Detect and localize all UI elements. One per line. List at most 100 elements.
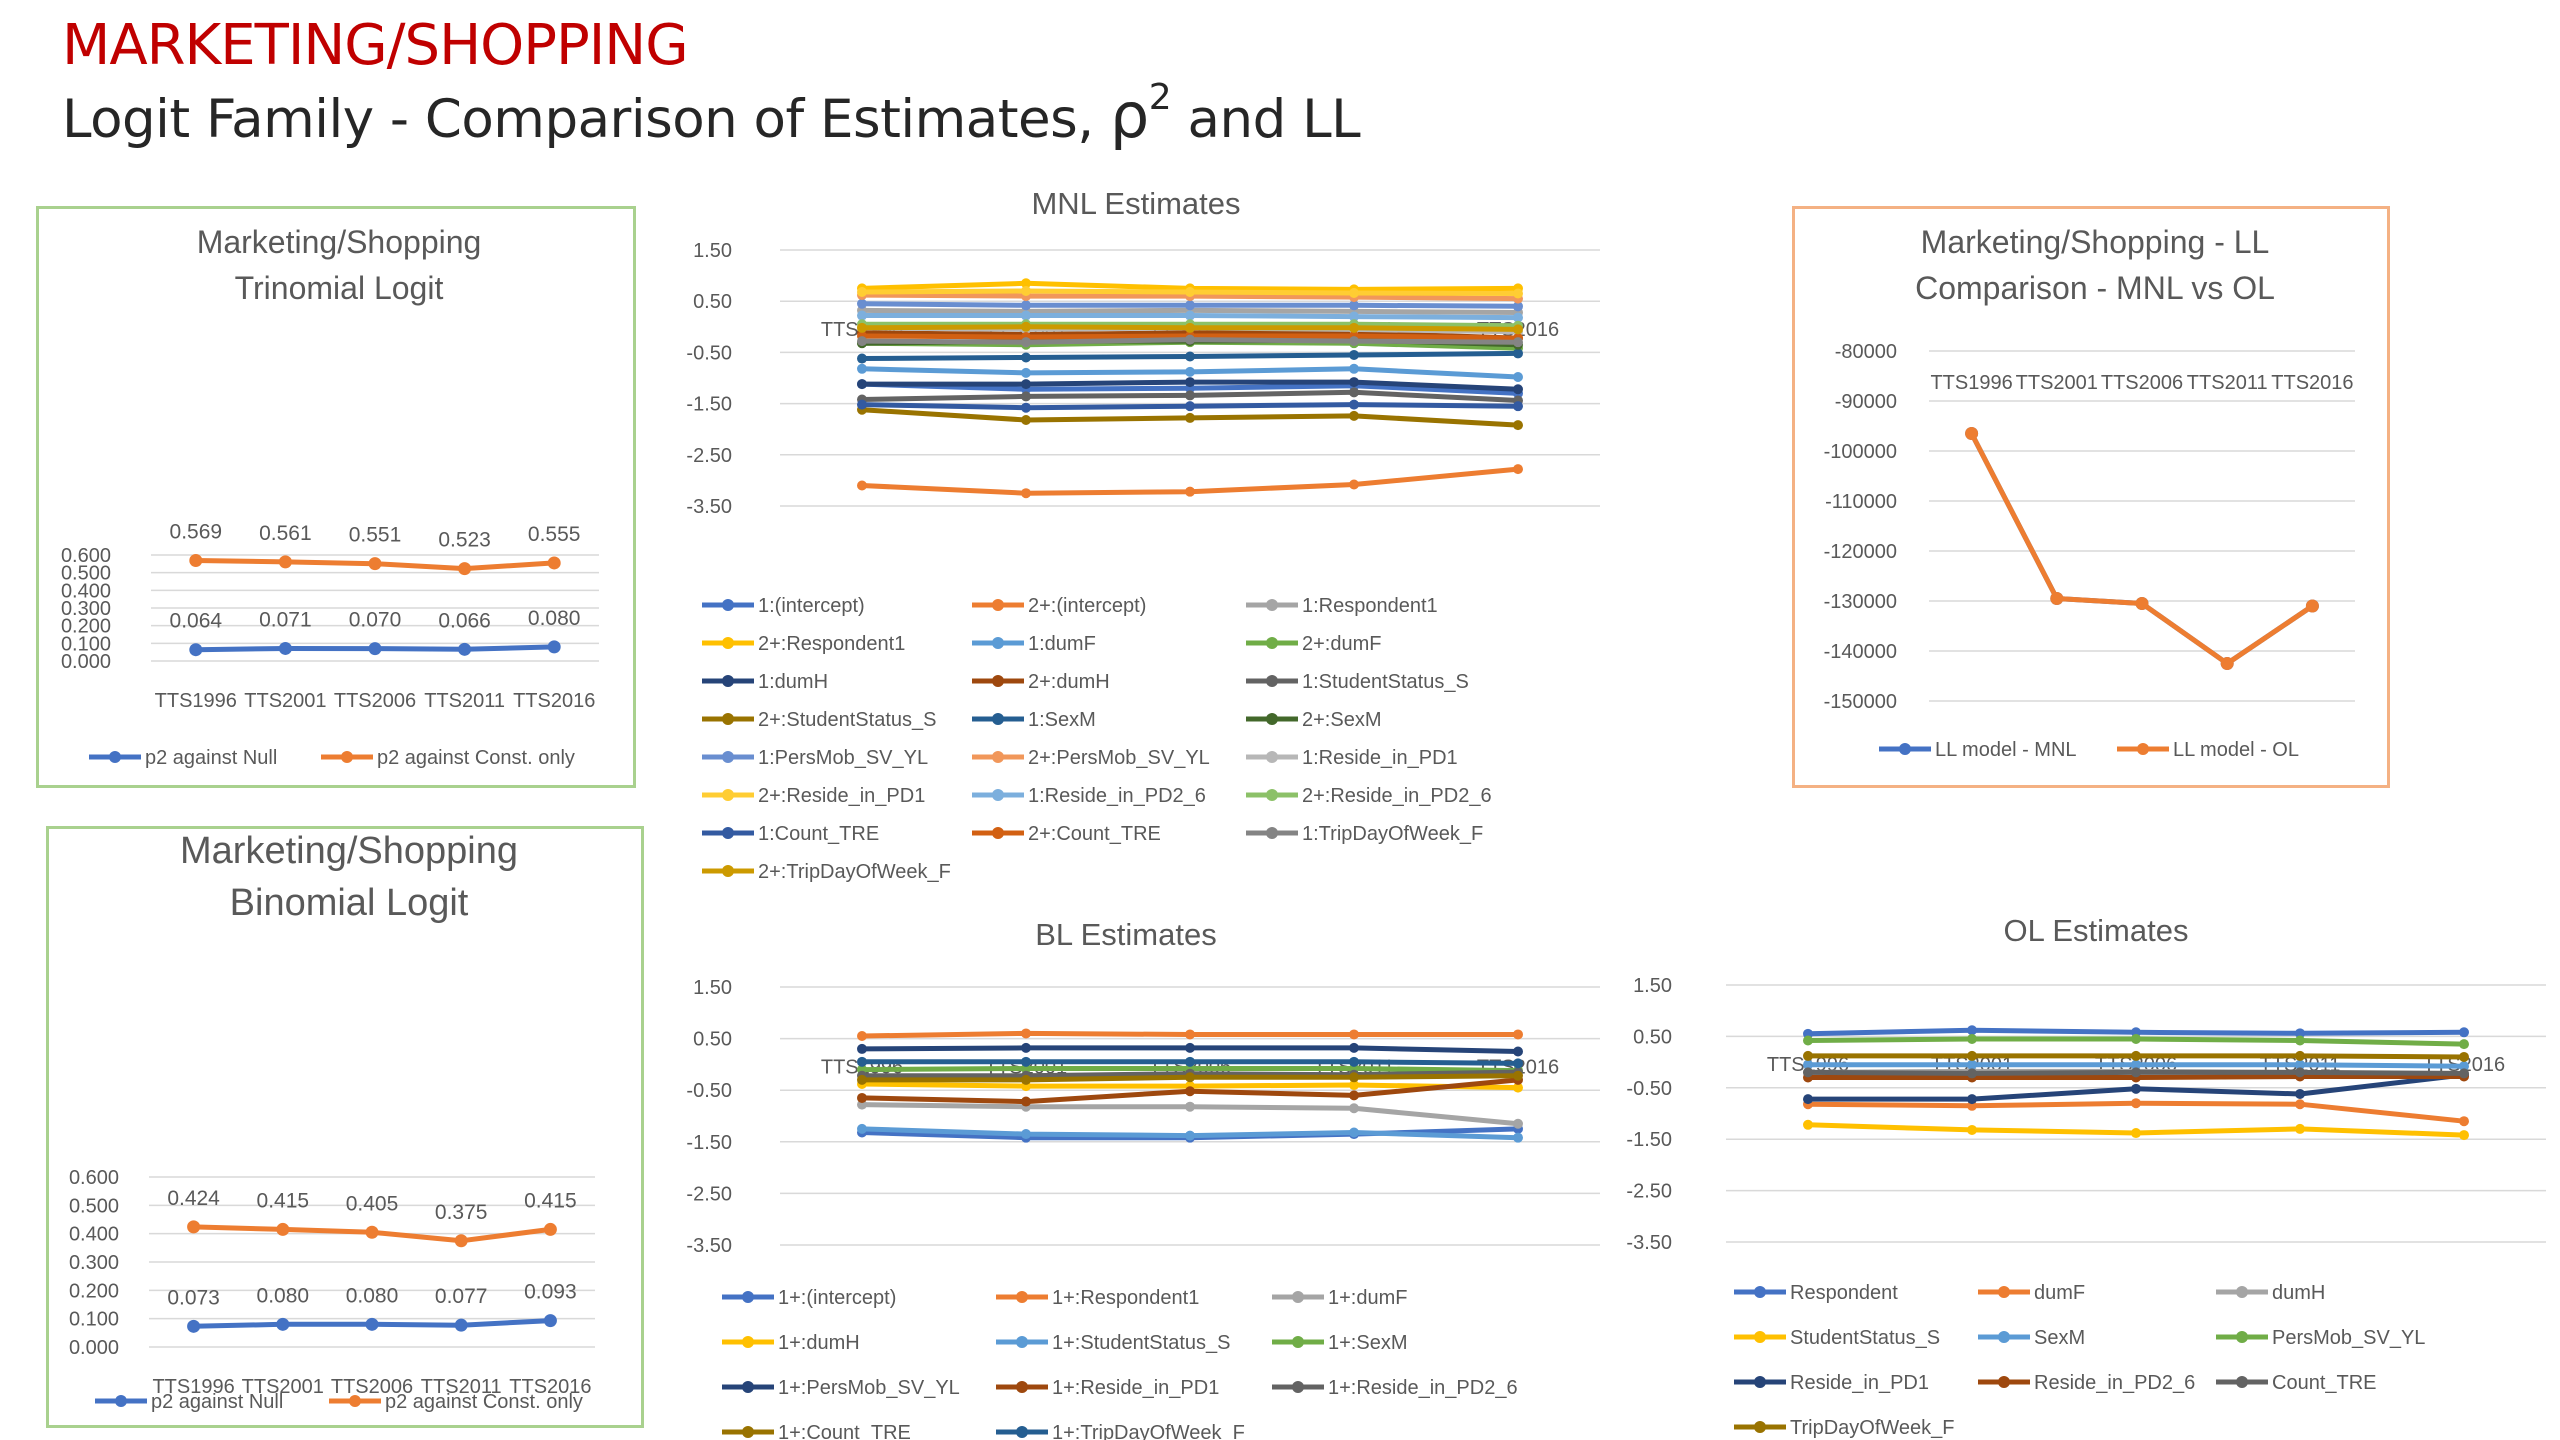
legend-marker (1292, 1381, 1304, 1393)
legend-label: p2 against Const. only (385, 1391, 583, 1413)
y-tick-label: 0.200 (69, 1280, 119, 1302)
legend-label: dumF (2034, 1282, 2085, 1304)
data-point (1803, 1119, 1813, 1130)
data-point (1185, 1042, 1195, 1053)
data-point (458, 562, 472, 576)
y-tick-label: -130000 (1824, 591, 1897, 613)
x-tick-label: TTS2006 (2101, 372, 2183, 394)
y-tick-label: -90000 (1835, 391, 1897, 413)
data-point (2050, 592, 2064, 605)
data-label: 0.064 (170, 610, 223, 633)
chart-title: Marketing/Shopping - LL (1921, 224, 2270, 260)
data-point (1021, 402, 1031, 413)
legend-label: 1:StudentStatus_S (1302, 671, 1469, 693)
data-point (1185, 351, 1195, 362)
data-point (2295, 1088, 2305, 1099)
trinomial-chart: Marketing/Shopping Trinomial Logit 0.600 0.… (36, 206, 636, 788)
chart-title: OL Estimates (2004, 913, 2189, 948)
legend-marker (2236, 1331, 2248, 1343)
ll-comparison-chart: Marketing/Shopping - LL Comparison - MNL … (1792, 206, 2390, 788)
legend-marker (1266, 599, 1278, 611)
data-point (857, 310, 867, 321)
legend-label: 1+:dumH (778, 1332, 860, 1354)
data-point (1021, 337, 1031, 348)
data-point (1349, 336, 1359, 347)
data-point (1513, 384, 1523, 395)
y-tick-label: 0.400 (61, 580, 111, 602)
data-point (1349, 1056, 1359, 1067)
page-subtitle: Logit Family - Comparison of Estimates, … (62, 80, 1361, 154)
data-point (1349, 300, 1359, 311)
page-title: MARKETING/SHOPPING (62, 13, 689, 78)
data-point (1513, 371, 1523, 382)
y-tick-label: -100000 (1824, 441, 1897, 463)
data-point (1803, 1035, 1813, 1046)
ll-chart-svg: Marketing/Shopping - LL Comparison - MNL … (1824, 224, 2355, 761)
x-tick-label: TTS2001 (242, 1376, 324, 1398)
legend-label: 2+:Respondent1 (758, 633, 905, 655)
legend-label: StudentStatus_S (1790, 1327, 1940, 1349)
legend-marker (1016, 1336, 1028, 1348)
data-label: 0.561 (259, 522, 312, 545)
data-point (1513, 337, 1523, 348)
chart-title: MNL Estimates (1031, 186, 1240, 221)
x-tick-label: TTS2011 (2187, 372, 2268, 394)
data-point (1803, 1094, 1813, 1105)
data-point (1513, 420, 1523, 431)
data-point (2459, 1116, 2469, 1127)
legend-marker (722, 599, 734, 611)
data-point (857, 363, 867, 374)
data-point (1967, 1094, 1977, 1105)
data-point (1185, 1101, 1195, 1112)
x-tick-label: TTS2011 (421, 1376, 502, 1398)
data-point (1185, 322, 1195, 333)
data-point (454, 1318, 468, 1332)
legend-marker (115, 1395, 127, 1407)
legend-marker (1998, 1376, 2010, 1388)
data-point (1185, 1072, 1195, 1083)
data-label: 0.071 (259, 608, 312, 631)
data-point (1349, 377, 1359, 388)
data-point (2295, 1050, 2305, 1061)
x-tick-label: TTS2001 (244, 690, 326, 712)
legend-label: 1+:Reside_in_PD1 (1052, 1377, 1219, 1399)
data-label: 0.093 (524, 1281, 577, 1304)
legend-label: 1:(intercept) (758, 595, 865, 617)
legend-label: Respondent (1790, 1282, 1898, 1304)
data-point (2131, 1067, 2141, 1078)
data-point (1513, 1082, 1523, 1093)
data-point (1349, 1072, 1359, 1083)
data-point (189, 553, 203, 567)
legend-marker (1016, 1381, 1028, 1393)
legend-marker (992, 713, 1004, 725)
data-point (857, 286, 867, 297)
data-point (1185, 366, 1195, 377)
data-point (857, 298, 867, 309)
data-point (187, 1220, 201, 1234)
data-label: 0.066 (438, 609, 491, 632)
legend-marker (1016, 1426, 1028, 1438)
legend-label: p2 against Const. only (377, 747, 575, 769)
legend-label: 1+:Reside_in_PD2_6 (1328, 1377, 1518, 1399)
data-point (2459, 1039, 2469, 1050)
y-tick-label: 0.100 (69, 1309, 119, 1331)
data-point (1021, 321, 1031, 332)
legend-marker (341, 751, 353, 763)
legend-marker (992, 827, 1004, 839)
ol-chart-svg: OL Estimates 1.50 0.50 -0.50 -1.50 -2.50 -3.50… (1626, 913, 2546, 1439)
y-tick-label: -110000 (1825, 491, 1897, 513)
data-point (365, 1225, 379, 1239)
legend-label: 1+:Respondent1 (1052, 1287, 1199, 1309)
y-tick-label: -0.50 (1626, 1078, 1672, 1100)
legend-marker (992, 751, 1004, 763)
data-point (857, 1074, 867, 1085)
data-point (1185, 486, 1195, 497)
data-point (2135, 597, 2149, 610)
y-tick-label: 0.500 (69, 1195, 119, 1217)
x-tick-label: TTS2016 (509, 1376, 591, 1398)
data-point (278, 555, 292, 569)
data-point (454, 1234, 468, 1248)
data-point (1185, 390, 1195, 401)
y-tick-label: 0.300 (69, 1252, 119, 1274)
